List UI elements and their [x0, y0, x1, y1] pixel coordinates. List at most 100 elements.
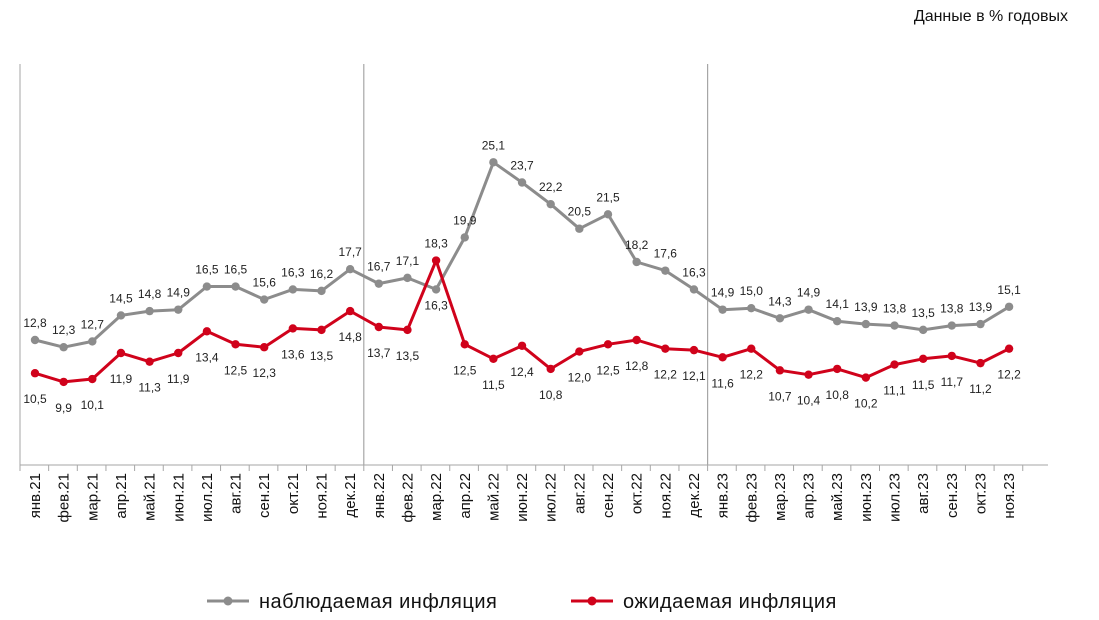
data-point [603, 210, 613, 219]
data-point [861, 373, 871, 382]
data-point [718, 353, 727, 362]
data-point [775, 366, 785, 375]
x-tick-label: сен.22 [600, 473, 617, 518]
x-tick-label: окт.21 [285, 473, 302, 514]
x-tick-label: май.22 [485, 473, 502, 521]
data-point [517, 341, 527, 350]
data-point [403, 325, 412, 335]
data-label: 14,8 [138, 287, 162, 301]
data-point [317, 286, 326, 296]
data-label: 14,9 [167, 286, 191, 300]
data-label: 13,5 [396, 349, 420, 363]
data-point [804, 370, 813, 379]
data-label: 12,0 [568, 371, 592, 385]
x-tick-label: авг.21 [228, 473, 245, 514]
data-point [174, 348, 183, 358]
data-label: 9,9 [55, 401, 72, 415]
data-point [976, 358, 985, 368]
data-label: 11,6 [711, 376, 734, 390]
x-tick-label: мар.23 [772, 473, 789, 521]
data-point [689, 285, 699, 294]
x-tick-label: фев.23 [743, 473, 760, 523]
data-label: 21,5 [596, 190, 620, 204]
data-label: 13,9 [969, 300, 993, 314]
x-tick-label: ноя.23 [1001, 473, 1018, 519]
data-label: 16,7 [367, 260, 391, 274]
data-label: 11,9 [110, 372, 133, 386]
x-tick-label: июл.21 [199, 473, 216, 522]
x-tick-label: мар.21 [84, 473, 101, 521]
data-label: 10,2 [854, 397, 878, 411]
data-point [775, 314, 785, 323]
data-point [231, 340, 240, 349]
data-label: 10,5 [23, 392, 47, 406]
x-tick-label: янв.22 [371, 473, 388, 518]
data-label: 11,7 [941, 375, 964, 389]
data-label: 12,4 [510, 365, 534, 379]
data-label: 12,5 [596, 363, 620, 377]
data-point [59, 343, 68, 352]
data-point [88, 374, 97, 384]
data-labels: 12,8 10,5 12,3 9,9 12,7 10,1 14,5 11,9 14,8 11,3 1… [23, 138, 1021, 415]
x-tick-label: июл.22 [543, 473, 560, 522]
data-point [575, 224, 584, 233]
data-point [260, 343, 269, 352]
data-label: 12,2 [997, 368, 1021, 382]
x-tick-label: авг.23 [915, 473, 932, 514]
data-point [747, 344, 756, 353]
data-label: 15,6 [253, 276, 277, 290]
data-label: 13,5 [911, 306, 935, 320]
x-tick-label: ноя.21 [314, 473, 331, 519]
data-point [661, 344, 670, 353]
data-point [1004, 344, 1014, 353]
data-point [345, 306, 355, 316]
data-label: 10,8 [826, 388, 850, 402]
data-label: 14,9 [711, 286, 735, 300]
x-tick-label: июн.22 [514, 473, 531, 522]
data-point [747, 304, 756, 313]
data-point [345, 264, 355, 274]
data-point [374, 279, 383, 288]
legend-swatch-marker [587, 596, 597, 606]
x-tick-label: июл.23 [887, 473, 904, 522]
data-label: 10,8 [539, 388, 563, 402]
x-tick-label: мар.22 [428, 473, 445, 521]
data-label: 12,3 [52, 323, 76, 337]
data-label: 12,1 [682, 369, 706, 383]
data-point [918, 325, 928, 335]
data-label: 13,8 [883, 302, 907, 316]
data-point [546, 199, 555, 209]
data-point [918, 354, 928, 363]
data-point [460, 340, 469, 349]
legend-label: наблюдаемая инфляция [259, 591, 497, 613]
data-point [116, 348, 126, 358]
data-label: 15,1 [997, 283, 1021, 297]
series-line-observed [34, 160, 1010, 349]
data-point [517, 178, 527, 187]
x-tick-label: июн.21 [170, 473, 187, 522]
data-point [59, 377, 68, 387]
x-tick-label: дек.21 [342, 473, 359, 518]
data-label: 16,3 [682, 265, 706, 279]
data-label: 13,6 [281, 347, 305, 361]
data-point [661, 266, 670, 275]
data-label: 13,9 [854, 300, 878, 314]
data-label: 12,3 [253, 366, 277, 380]
data-point [30, 369, 40, 378]
data-point [947, 351, 956, 361]
data-label: 14,9 [797, 286, 821, 300]
x-axis: янв.21 фев.21 мар.21 апр.21 май.21 июн.21 июл.… [19, 465, 1024, 523]
data-point [632, 257, 641, 267]
plot-frame [19, 64, 1048, 466]
data-label: 13,5 [310, 349, 334, 363]
data-point [202, 327, 212, 336]
data-label: 17,7 [338, 245, 362, 259]
x-tick-label: сен.21 [256, 473, 273, 518]
x-tick-label: фев.22 [399, 473, 416, 523]
data-point [947, 321, 956, 330]
data-label: 16,3 [281, 265, 305, 279]
data-point [1004, 302, 1014, 311]
data-point [689, 345, 699, 355]
data-point [890, 360, 899, 369]
data-label: 16,2 [310, 267, 334, 281]
